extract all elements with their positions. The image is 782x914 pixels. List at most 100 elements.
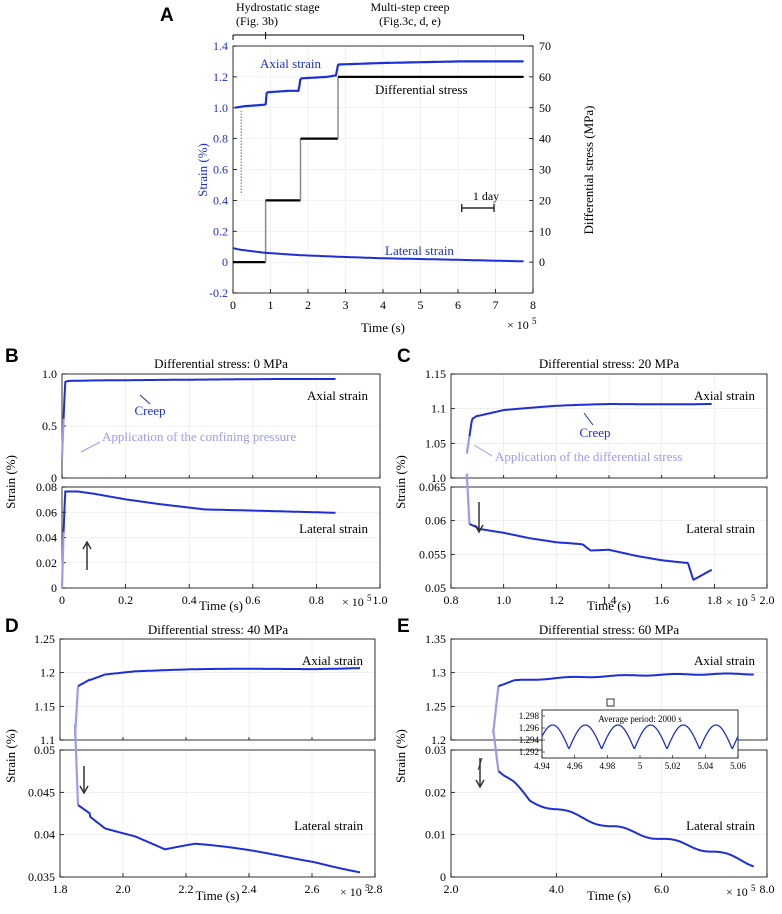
annotation-application: Application of the confining pressure <box>102 429 296 444</box>
y-tick-label: 0.035 <box>28 870 55 884</box>
x-tick-label: 1.8 <box>707 593 722 607</box>
x-axis-exponent: 5 <box>532 316 537 326</box>
x-tick-label: 0.6 <box>245 593 260 607</box>
x-tick-label: 7 <box>493 298 499 312</box>
panel-title: Differential stress: 40 MPa <box>148 622 288 637</box>
y-tick-label-right: 60 <box>539 70 551 84</box>
panel-label: A <box>160 5 174 26</box>
inset-axial-series <box>541 724 739 750</box>
application-leader <box>80 441 101 453</box>
axial-application-segment <box>465 436 471 454</box>
y-tick-label: 1.2 <box>431 733 446 747</box>
inset-y-tick-label: 1.294 <box>519 735 540 745</box>
y-tick-label-right: 10 <box>539 224 551 238</box>
lateral-strain-series <box>233 247 524 263</box>
inset-title: Average period: 2000 s <box>598 714 682 724</box>
y-tick-label: 0.02 <box>36 556 57 570</box>
stage-header: (Fig. 3b) <box>236 14 278 28</box>
y-tick-label: 0.8 <box>213 132 228 146</box>
x-tick-label: 3 <box>343 298 349 312</box>
stage-header: Hydrostatic stage <box>236 0 320 14</box>
y-axis-title: Strain (%) <box>393 455 408 509</box>
x-tick-label: 1.4 <box>602 593 617 607</box>
annotation-axial: Axial strain <box>260 56 322 71</box>
y-tick-label: 0 <box>51 471 57 485</box>
x-axis-title: Time (s) <box>587 598 631 613</box>
x-tick-label: 2.0 <box>444 882 459 896</box>
inset-x-tick-label: 4.96 <box>567 761 583 771</box>
lateral-arrow-head <box>475 779 485 789</box>
y-tick-label: 1.05 <box>425 436 446 450</box>
lateral-application-segment <box>60 531 65 589</box>
y-tick-label: 1.0 <box>431 471 446 485</box>
y-axis-title: Strain (%) <box>393 729 408 783</box>
y-tick-label-right: 0 <box>539 255 545 269</box>
x-tick-label: 0 <box>59 593 65 607</box>
annotation-axial: Axial strain <box>302 653 364 668</box>
lateral-application-segment <box>73 724 80 806</box>
x-tick-label: 5 <box>418 298 424 312</box>
x-tick-label: 6 <box>455 298 461 312</box>
panel-label: E <box>397 616 410 637</box>
creep-leader <box>139 394 151 405</box>
panel-label: C <box>397 346 411 367</box>
lateral-arrow-head <box>82 540 92 550</box>
y-tick-label: 1.15 <box>34 699 55 713</box>
annotation-lateral: Lateral strain <box>299 521 368 536</box>
y-tick-label: 1.2 <box>40 666 55 680</box>
axial-strain-series <box>498 672 754 688</box>
y-tick-label: 0 <box>222 255 228 269</box>
y-tick-label: -0.2 <box>209 286 228 300</box>
x-tick-label: 1.0 <box>373 593 388 607</box>
annotation-axial: Axial strain <box>307 388 369 403</box>
x-axis-multiplier: × 10 <box>726 885 748 899</box>
lateral-strain-series <box>497 770 755 868</box>
x-tick-label: 2.8 <box>368 882 383 896</box>
zoom-marker <box>606 698 615 707</box>
x-axis-multiplier: × 10 <box>507 318 529 332</box>
lateral-arrow-head <box>79 785 89 795</box>
annotation-creep: Creep <box>579 425 610 440</box>
x-axis-multiplier: × 10 <box>726 595 748 609</box>
x-axis-multiplier: × 10 <box>342 595 364 609</box>
y-tick-label: 0.03 <box>425 743 446 757</box>
x-tick-label: 1.6 <box>654 593 669 607</box>
axial-application-segment <box>60 418 65 459</box>
axial-application-segment <box>492 686 500 734</box>
y-axis-title-right: Differential stress (MPa) <box>581 105 596 234</box>
x-tick-label: 2.4 <box>242 882 257 896</box>
y-tick-label-right: 20 <box>539 193 551 207</box>
y-tick-label: 0.04 <box>36 531 57 545</box>
x-tick-label: 0 <box>230 298 236 312</box>
y-tick-label: 0.4 <box>213 193 228 207</box>
x-axis-exponent: 5 <box>367 593 372 603</box>
inset-x-tick-label: 5.04 <box>697 761 713 771</box>
y-axis-title: Strain (%) <box>3 455 18 509</box>
x-axis-exponent: 5 <box>751 593 756 603</box>
x-tick-label: 1 <box>268 298 274 312</box>
y-tick-label: 1.1 <box>431 402 446 416</box>
y-tick-label: 0.6 <box>213 163 228 177</box>
lateral-application-segment <box>465 473 471 525</box>
y-tick-label: 1.25 <box>34 632 55 646</box>
inset-frame <box>541 709 739 759</box>
y-tick-label-right: 70 <box>539 39 551 53</box>
panel-top-frame <box>59 638 376 741</box>
y-tick-label: 1.0 <box>213 101 228 115</box>
y-tick-label: 0.055 <box>419 547 446 561</box>
y-tick-label: 0.06 <box>36 505 57 519</box>
panel-label: B <box>5 346 19 367</box>
annotation-stress: Differential stress <box>375 82 468 97</box>
y-tick-label-right: 50 <box>539 101 551 115</box>
y-tick-label: 1.15 <box>425 367 446 381</box>
annotation-axial: Axial strain <box>694 388 756 403</box>
x-tick-label: 1.0 <box>496 593 511 607</box>
x-tick-label: 8.0 <box>760 882 775 896</box>
x-axis-title: Time (s) <box>587 888 631 903</box>
x-tick-label: 0.8 <box>309 593 324 607</box>
x-tick-label: 1.8 <box>53 882 68 896</box>
y-tick-label: 0.045 <box>28 785 55 799</box>
x-axis-title: Time (s) <box>199 598 243 613</box>
annotation-lateral: Lateral strain <box>686 818 755 833</box>
